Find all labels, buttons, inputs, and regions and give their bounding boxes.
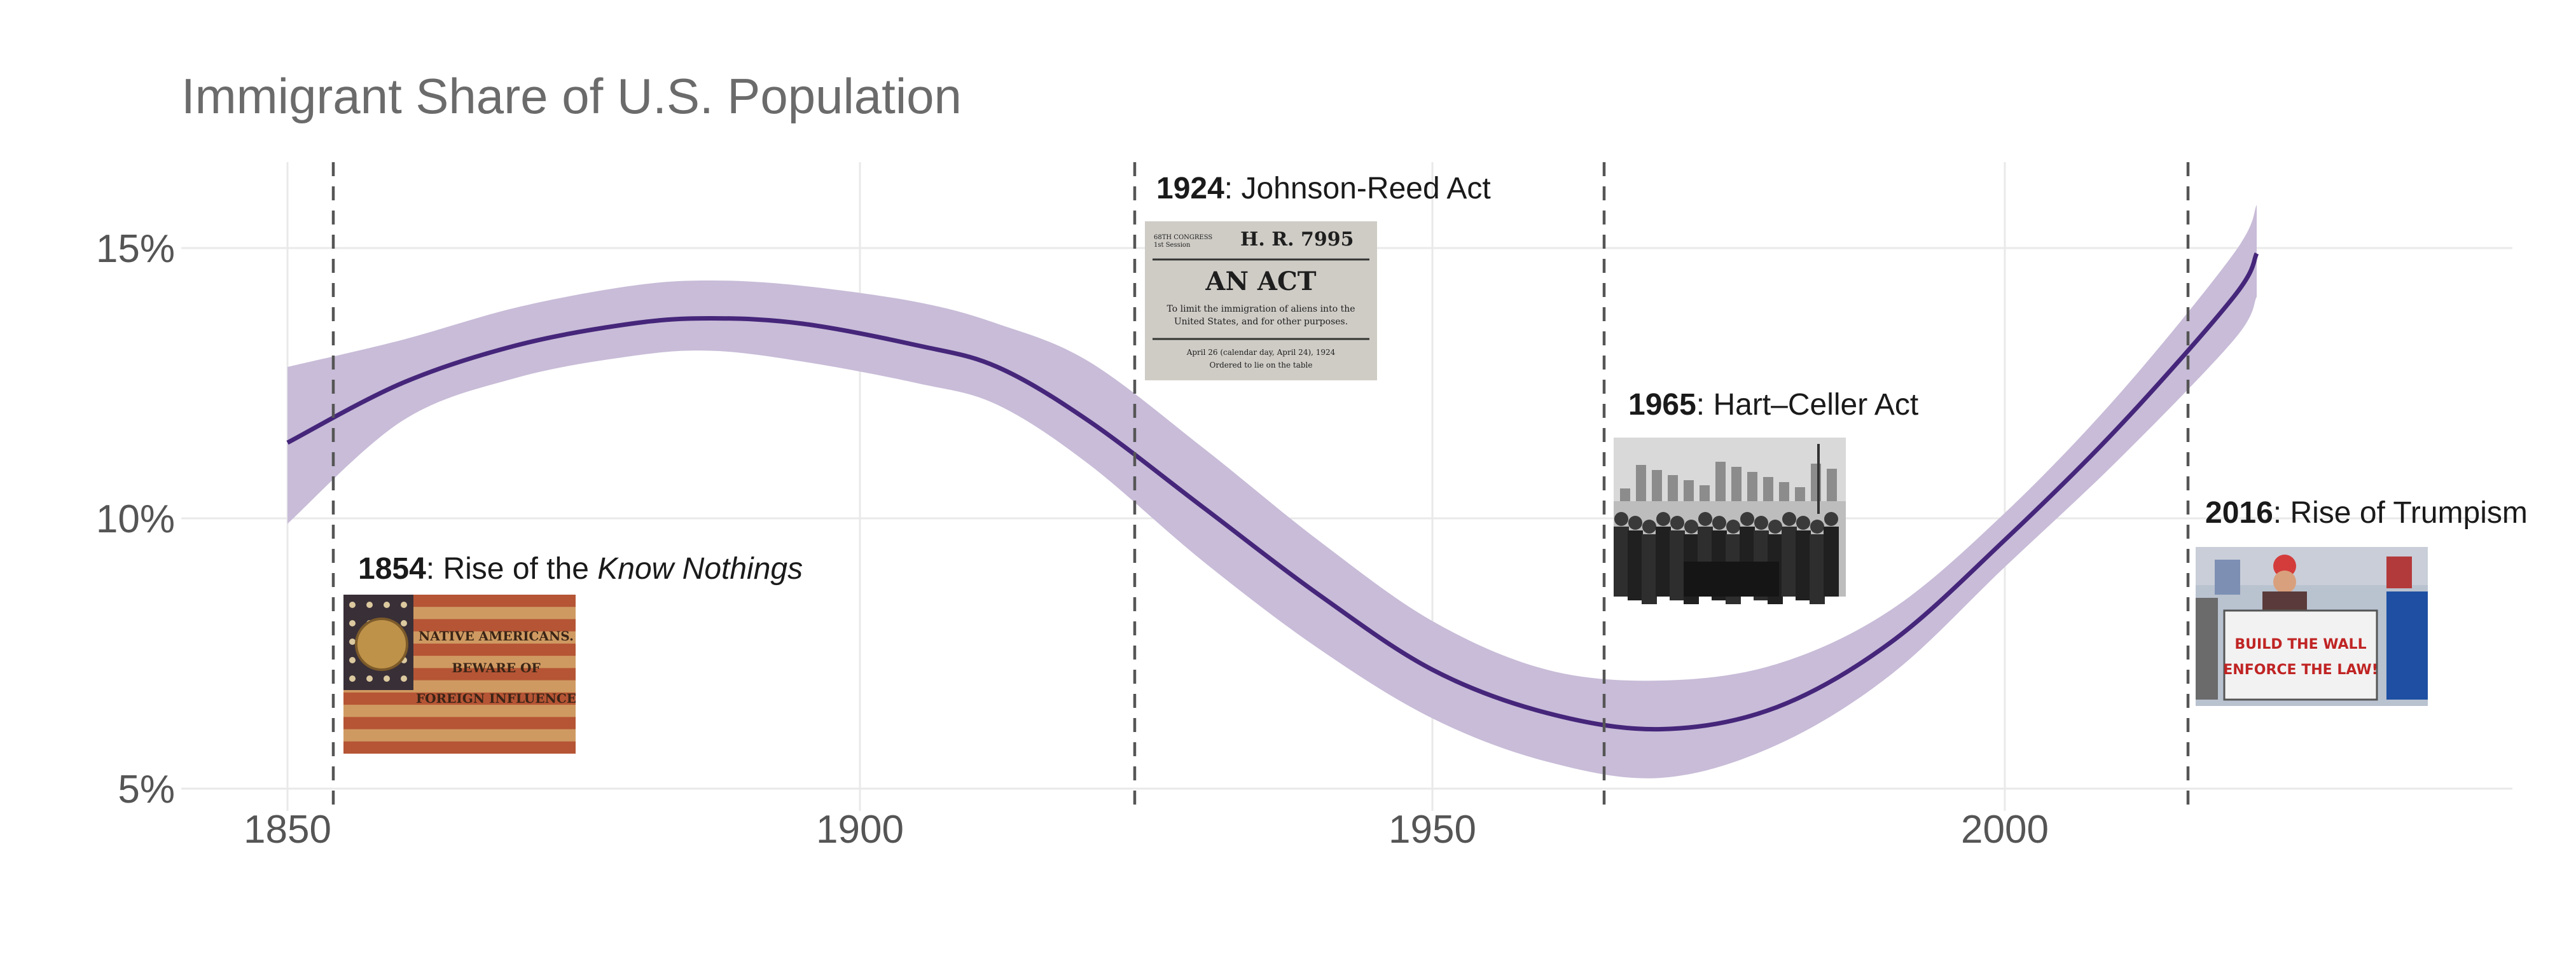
rally-photo-image: BUILD THE WALL ENFORCE THE LAW! xyxy=(2196,547,2428,706)
svg-text:FOREIGN INFLUENCE: FOREIGN INFLUENCE xyxy=(416,691,576,706)
svg-text:AN ACT: AN ACT xyxy=(1205,266,1316,296)
chart-title: Immigrant Share of U.S. Population xyxy=(181,68,962,124)
svg-text:United States, and for other p: United States, and for other purposes. xyxy=(1174,317,1348,327)
svg-text:1st Session: 1st Session xyxy=(1154,242,1191,249)
confidence-band xyxy=(287,205,2257,778)
event-label-1854: 1854: Rise of the Know Nothings xyxy=(358,552,803,586)
svg-text:April 26 (calendar day, April: April 26 (calendar day, April 24), 1924 xyxy=(1186,348,1336,357)
x-tick-label: 2000 xyxy=(1961,808,2049,852)
y-tick-label: 15% xyxy=(96,227,175,271)
svg-text:Ordered to lie on the table: Ordered to lie on the table xyxy=(1210,361,1313,370)
y-tick-label: 5% xyxy=(118,768,175,812)
x-tick-label: 1850 xyxy=(244,808,331,852)
axis-labels: 5% 10% 15% 1850 1900 1950 2000 xyxy=(96,227,2049,852)
flag-aging-overlay xyxy=(343,595,576,754)
nativist-flag-image: NATIVE AMERICANS. BEWARE OF FOREIGN INFLUE… xyxy=(343,595,576,754)
event-lines xyxy=(331,162,2190,811)
event-annotations: 1854: Rise of the Know Nothings NATIVE AM… xyxy=(343,172,2528,754)
svg-text:NATIVE AMERICANS.: NATIVE AMERICANS. xyxy=(419,628,574,644)
x-tick-label: 1950 xyxy=(1388,808,1476,852)
event-label-1965: 1965: Hart–Celler Act xyxy=(1628,388,1918,422)
y-tick-label: 10% xyxy=(96,497,175,541)
trend-line xyxy=(286,252,2259,732)
svg-text:H. R. 7995: H. R. 7995 xyxy=(1240,228,1354,251)
svg-text:BEWARE OF: BEWARE OF xyxy=(452,660,540,675)
x-tick-label: 1900 xyxy=(816,808,904,852)
confidence-band-layer xyxy=(287,205,2257,778)
trend-line-layer xyxy=(286,252,2259,732)
svg-text:ENFORCE THE LAW!: ENFORCE THE LAW! xyxy=(2223,662,2378,678)
svg-text:BUILD THE WALL: BUILD THE WALL xyxy=(2234,637,2366,653)
event-label-1924: 1924: Johnson-Reed Act xyxy=(1156,172,1491,205)
svg-text:68TH CONGRESS: 68TH CONGRESS xyxy=(1154,234,1212,241)
signing-photo-image xyxy=(1614,438,1846,604)
event-label-2016: 2016: Rise of Trumpism xyxy=(2205,496,2528,530)
svg-text:To limit the immigration of al: To limit the immigration of aliens into … xyxy=(1167,304,1355,314)
